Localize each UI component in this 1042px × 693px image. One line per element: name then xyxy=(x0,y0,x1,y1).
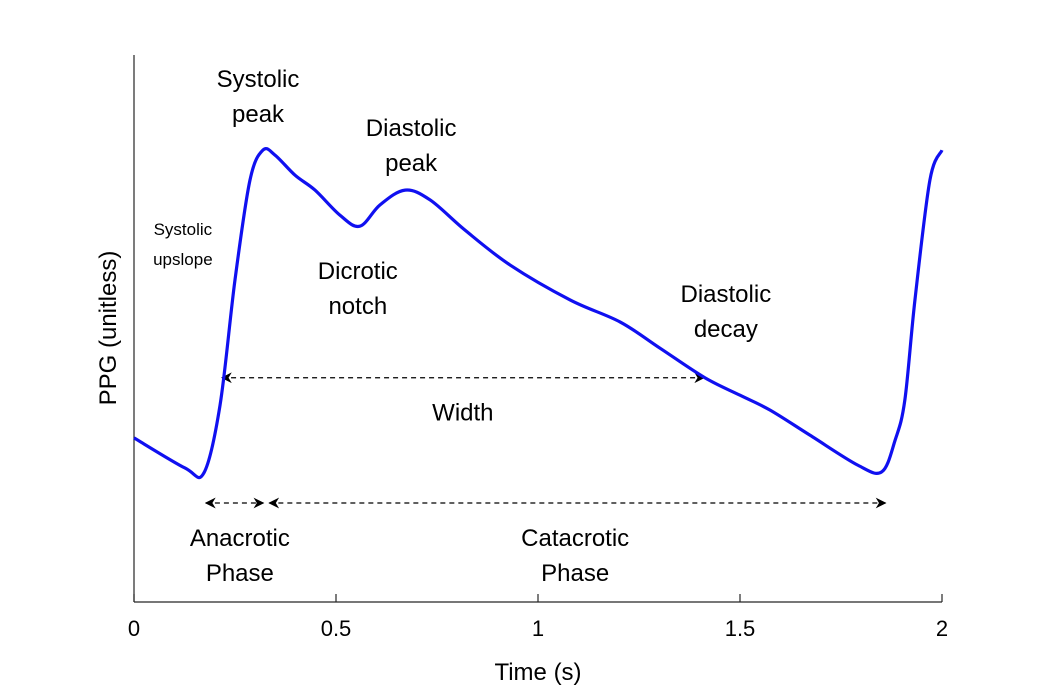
width-label: Width xyxy=(432,400,493,427)
diastolic-decay-label: Diastolic xyxy=(681,281,772,308)
dicrotic-notch-label: Dicrotic xyxy=(318,258,398,285)
systolic-upslope-label: Systolic xyxy=(154,220,213,239)
diastolic-peak-label: peak xyxy=(385,150,438,177)
x-tick-label: 1 xyxy=(532,616,544,641)
x-tick-label: 0 xyxy=(128,616,140,641)
series xyxy=(133,147,944,480)
annotations: Systolic peak Diastolic peak Systolic upslope… xyxy=(153,66,771,587)
diastolic-decay-label: decay xyxy=(694,316,758,343)
x-tick-label: 2 xyxy=(936,616,948,641)
anacrotic-phase-label: Phase xyxy=(206,560,274,587)
anacrotic-phase-label: Anacrotic xyxy=(190,525,290,552)
x-tick-label: 1.5 xyxy=(725,616,756,641)
x-axis-label: Time (s) xyxy=(494,659,581,686)
diastolic-peak-label: Diastolic xyxy=(366,115,457,142)
systolic-peak-label: Systolic xyxy=(217,66,300,93)
catacrotic-phase-label: Catacrotic xyxy=(521,525,629,552)
catacrotic-phase-label: Phase xyxy=(541,560,609,587)
systolic-upslope-label: upslope xyxy=(153,250,213,269)
ppg-line xyxy=(133,147,944,480)
dicrotic-notch-label: notch xyxy=(328,293,387,320)
x-tick-label: 0.5 xyxy=(321,616,352,641)
systolic-peak-label: peak xyxy=(232,101,285,128)
annotation-arrows xyxy=(204,372,887,509)
axes: 0 0.5 1 1.5 2 xyxy=(128,55,948,641)
y-axis-label: PPG (unitless) xyxy=(95,251,122,406)
